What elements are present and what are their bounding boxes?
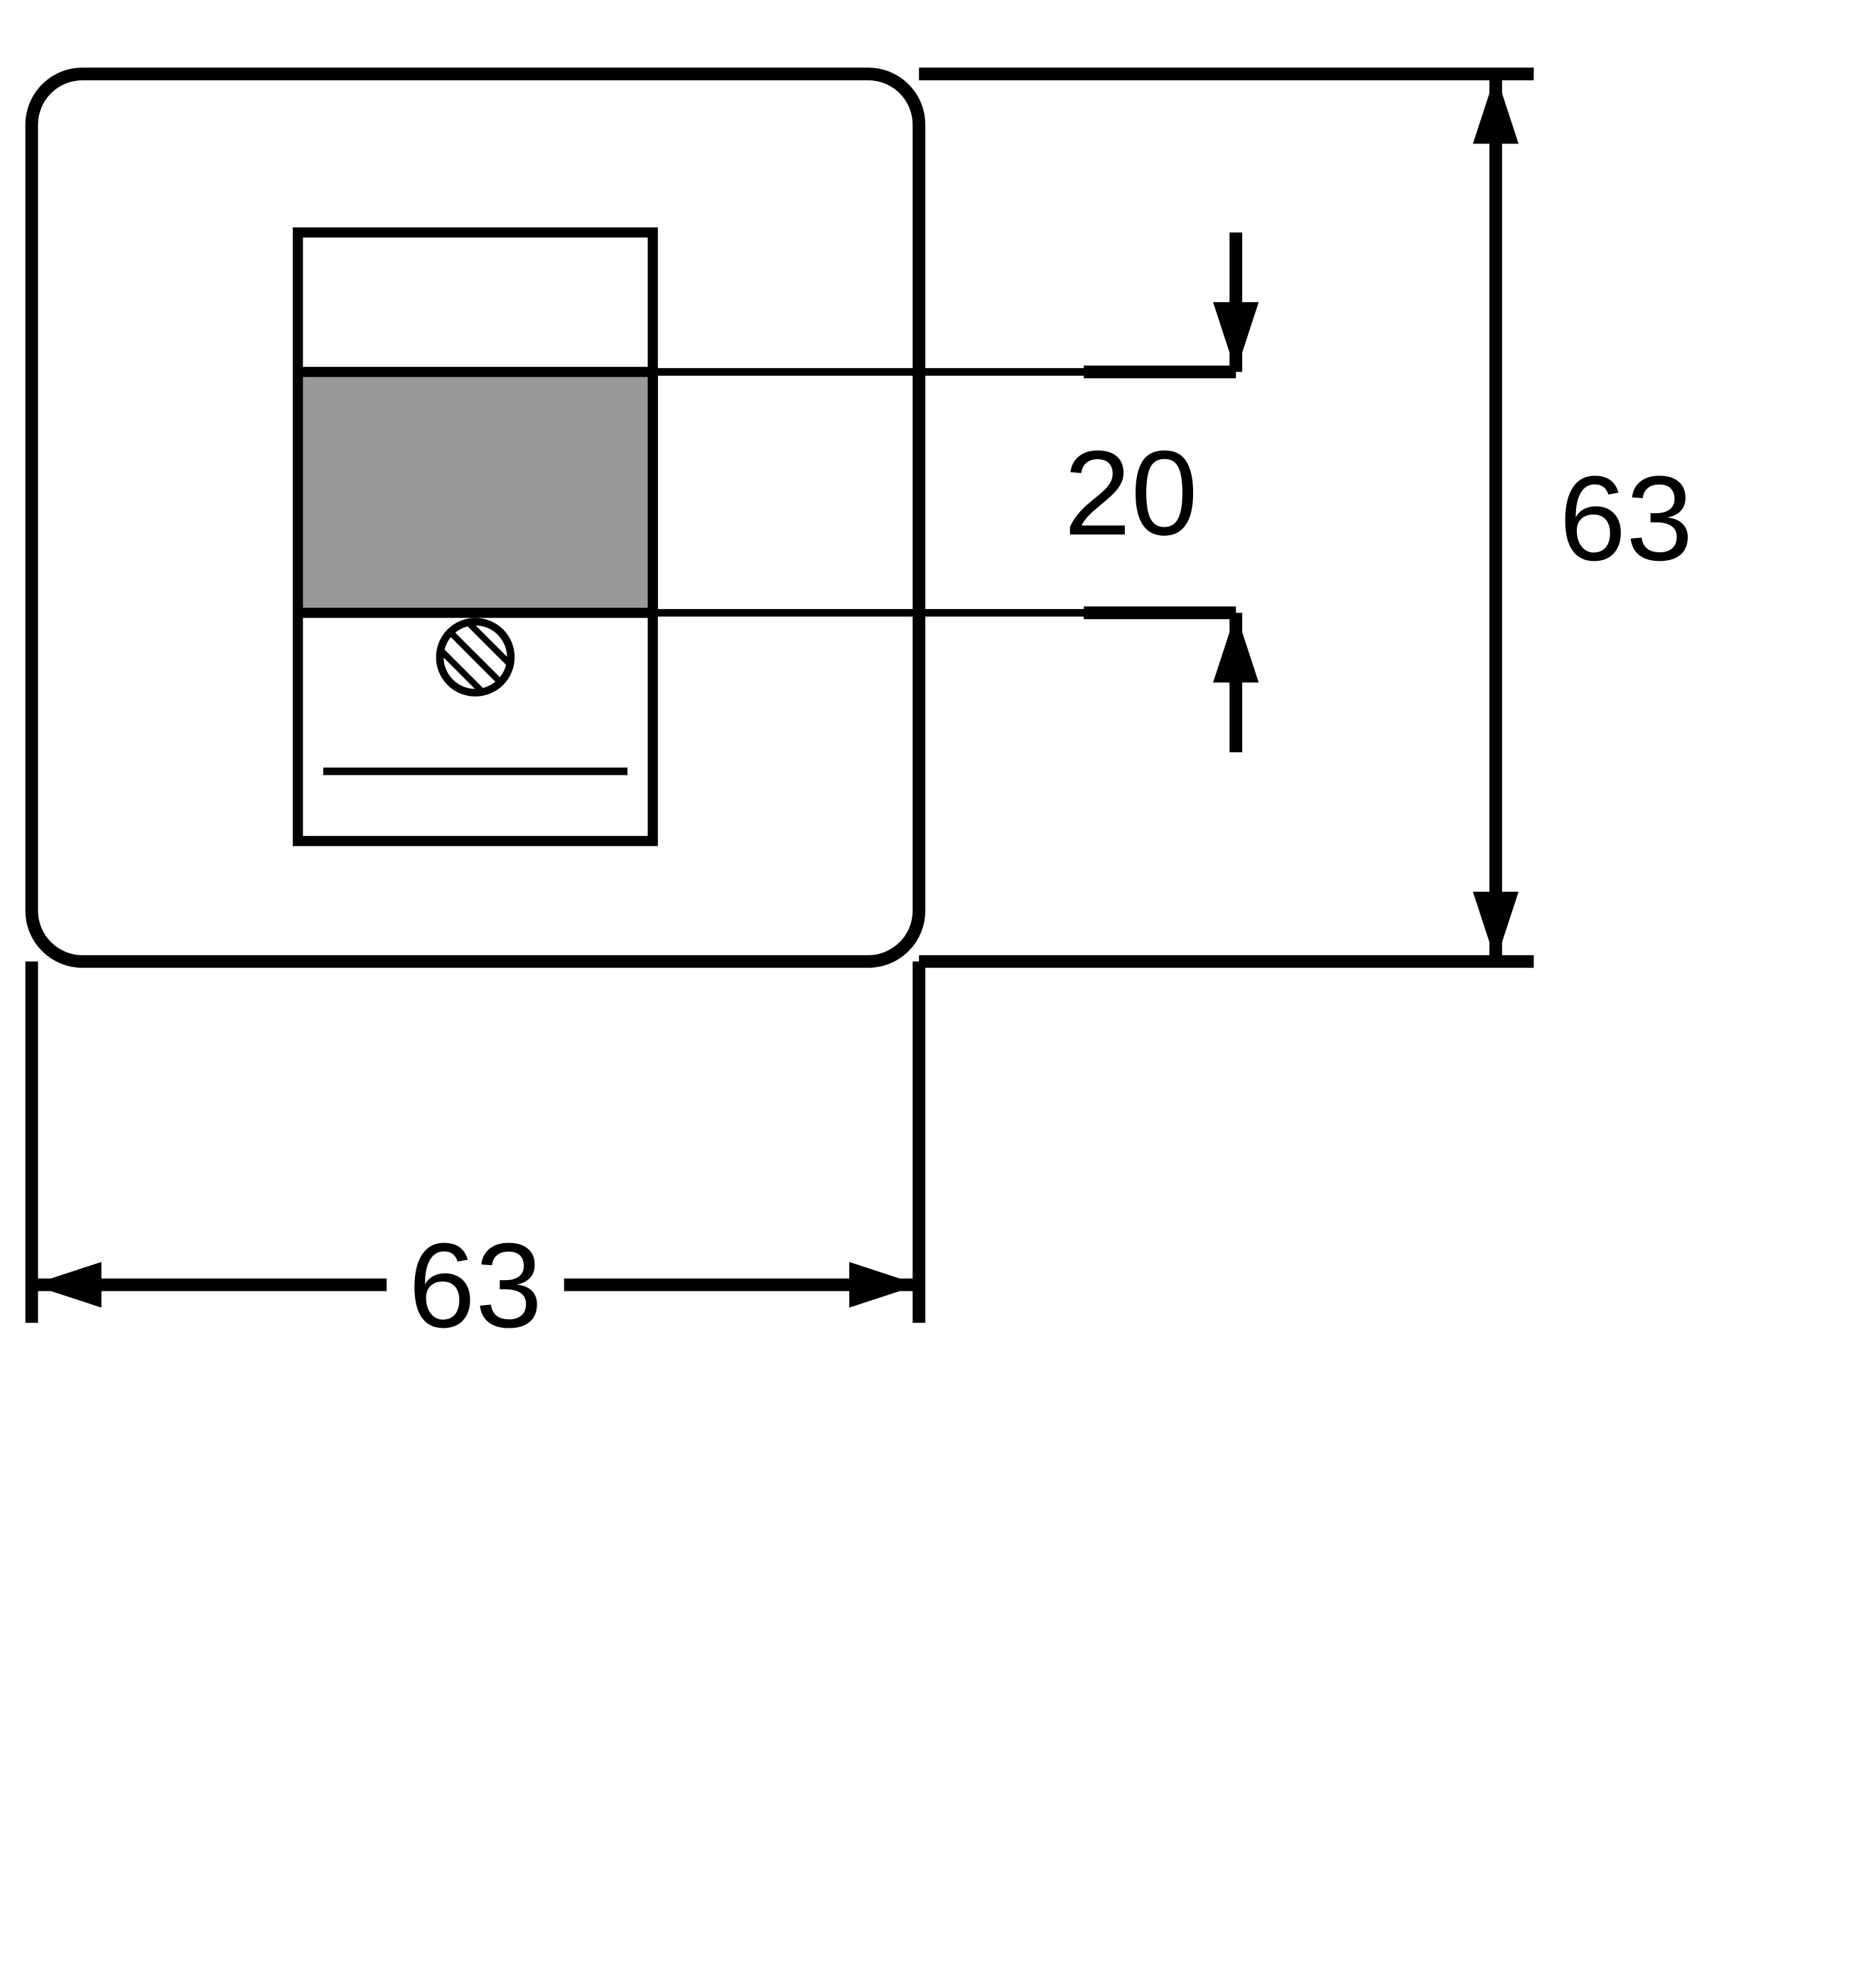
dim-width-label: 63 bbox=[409, 1218, 542, 1353]
dim-height-outer-label: 63 bbox=[1559, 451, 1693, 586]
sensor-window bbox=[298, 372, 652, 613]
dim-height-inner-label: 20 bbox=[1064, 426, 1197, 560]
